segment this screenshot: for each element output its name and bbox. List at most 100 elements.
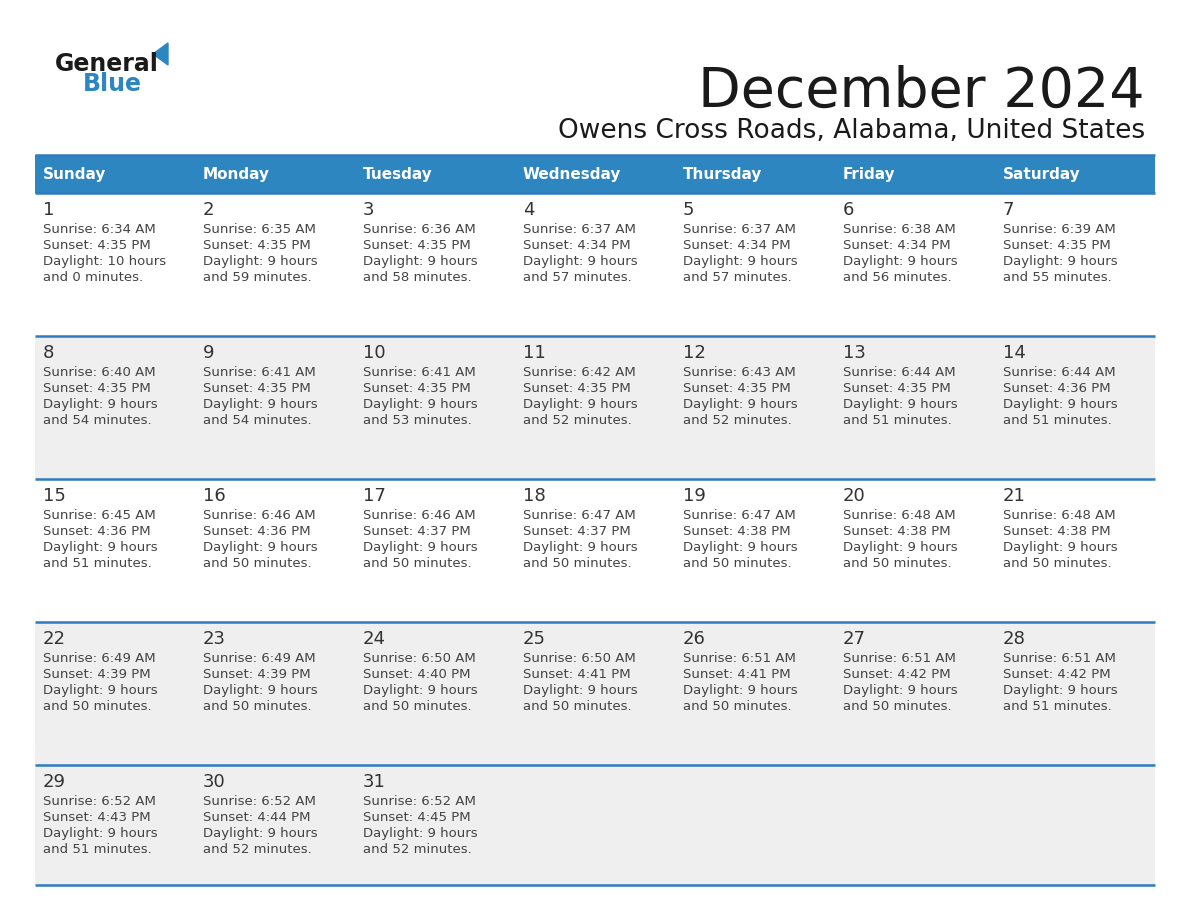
Text: Sunset: 4:43 PM: Sunset: 4:43 PM — [43, 811, 151, 824]
Text: Sunset: 4:35 PM: Sunset: 4:35 PM — [43, 382, 151, 395]
Text: Daylight: 9 hours: Daylight: 9 hours — [683, 255, 797, 268]
Text: 16: 16 — [203, 487, 226, 505]
Text: and 52 minutes.: and 52 minutes. — [203, 843, 311, 856]
Text: Daylight: 9 hours: Daylight: 9 hours — [843, 684, 958, 697]
Text: Sunset: 4:35 PM: Sunset: 4:35 PM — [203, 239, 311, 252]
Text: Sunset: 4:35 PM: Sunset: 4:35 PM — [523, 382, 631, 395]
Text: Sunset: 4:37 PM: Sunset: 4:37 PM — [364, 525, 470, 538]
Text: Sunrise: 6:49 AM: Sunrise: 6:49 AM — [203, 652, 316, 665]
Text: Saturday: Saturday — [1003, 166, 1081, 182]
Text: Daylight: 9 hours: Daylight: 9 hours — [43, 684, 158, 697]
Text: Monday: Monday — [203, 166, 270, 182]
Text: Sunrise: 6:38 AM: Sunrise: 6:38 AM — [843, 223, 956, 236]
Text: 7: 7 — [1003, 201, 1015, 219]
Text: 20: 20 — [843, 487, 866, 505]
Text: Sunrise: 6:41 AM: Sunrise: 6:41 AM — [203, 366, 316, 379]
Text: Friday: Friday — [843, 166, 896, 182]
Text: Sunrise: 6:51 AM: Sunrise: 6:51 AM — [1003, 652, 1116, 665]
Text: Daylight: 9 hours: Daylight: 9 hours — [364, 398, 478, 411]
Text: 29: 29 — [43, 773, 67, 791]
Text: 24: 24 — [364, 630, 386, 648]
Text: and 50 minutes.: and 50 minutes. — [843, 700, 952, 713]
Text: Tuesday: Tuesday — [364, 166, 432, 182]
Text: and 50 minutes.: and 50 minutes. — [523, 557, 632, 570]
Text: Sunrise: 6:44 AM: Sunrise: 6:44 AM — [843, 366, 955, 379]
Text: Daylight: 9 hours: Daylight: 9 hours — [1003, 541, 1118, 554]
Text: Sunset: 4:38 PM: Sunset: 4:38 PM — [1003, 525, 1111, 538]
Text: 1: 1 — [43, 201, 55, 219]
Text: Sunset: 4:36 PM: Sunset: 4:36 PM — [203, 525, 310, 538]
Text: Sunset: 4:35 PM: Sunset: 4:35 PM — [364, 382, 470, 395]
Text: Daylight: 9 hours: Daylight: 9 hours — [203, 541, 317, 554]
Text: and 50 minutes.: and 50 minutes. — [1003, 557, 1112, 570]
Text: Sunset: 4:35 PM: Sunset: 4:35 PM — [683, 382, 791, 395]
Text: Daylight: 9 hours: Daylight: 9 hours — [683, 398, 797, 411]
Text: Sunrise: 6:45 AM: Sunrise: 6:45 AM — [43, 509, 156, 522]
Text: and 58 minutes.: and 58 minutes. — [364, 271, 472, 284]
Text: Sunset: 4:35 PM: Sunset: 4:35 PM — [843, 382, 950, 395]
Text: Daylight: 9 hours: Daylight: 9 hours — [203, 827, 317, 840]
Text: Daylight: 9 hours: Daylight: 9 hours — [683, 684, 797, 697]
Polygon shape — [153, 43, 168, 65]
Bar — [34, 336, 1155, 479]
Text: Sunset: 4:34 PM: Sunset: 4:34 PM — [523, 239, 631, 252]
Text: Sunset: 4:35 PM: Sunset: 4:35 PM — [1003, 239, 1111, 252]
Text: 25: 25 — [523, 630, 546, 648]
Text: Sunrise: 6:42 AM: Sunrise: 6:42 AM — [523, 366, 636, 379]
Text: Owens Cross Roads, Alabama, United States: Owens Cross Roads, Alabama, United State… — [558, 118, 1145, 144]
Text: 14: 14 — [1003, 344, 1026, 362]
Text: Daylight: 9 hours: Daylight: 9 hours — [43, 827, 158, 840]
Text: Sunset: 4:39 PM: Sunset: 4:39 PM — [203, 668, 310, 681]
Text: Sunset: 4:42 PM: Sunset: 4:42 PM — [1003, 668, 1111, 681]
Text: Daylight: 9 hours: Daylight: 9 hours — [1003, 684, 1118, 697]
Text: Sunset: 4:36 PM: Sunset: 4:36 PM — [43, 525, 151, 538]
Text: 28: 28 — [1003, 630, 1026, 648]
Text: Sunrise: 6:47 AM: Sunrise: 6:47 AM — [523, 509, 636, 522]
Text: and 50 minutes.: and 50 minutes. — [203, 557, 311, 570]
Text: Sunset: 4:34 PM: Sunset: 4:34 PM — [683, 239, 791, 252]
Text: and 57 minutes.: and 57 minutes. — [683, 271, 791, 284]
Text: December 2024: December 2024 — [699, 65, 1145, 119]
Text: and 55 minutes.: and 55 minutes. — [1003, 271, 1112, 284]
Text: Sunset: 4:39 PM: Sunset: 4:39 PM — [43, 668, 151, 681]
Text: Sunrise: 6:34 AM: Sunrise: 6:34 AM — [43, 223, 156, 236]
Text: and 54 minutes.: and 54 minutes. — [203, 414, 311, 427]
Text: Sunrise: 6:37 AM: Sunrise: 6:37 AM — [683, 223, 796, 236]
Text: Sunrise: 6:52 AM: Sunrise: 6:52 AM — [203, 795, 316, 808]
Bar — [34, 765, 1155, 885]
Text: Daylight: 9 hours: Daylight: 9 hours — [364, 541, 478, 554]
Text: and 50 minutes.: and 50 minutes. — [843, 557, 952, 570]
Text: Sunday: Sunday — [43, 166, 107, 182]
Text: and 51 minutes.: and 51 minutes. — [843, 414, 952, 427]
Text: and 57 minutes.: and 57 minutes. — [523, 271, 632, 284]
Text: Daylight: 9 hours: Daylight: 9 hours — [203, 398, 317, 411]
Text: Sunrise: 6:41 AM: Sunrise: 6:41 AM — [364, 366, 475, 379]
Text: Daylight: 9 hours: Daylight: 9 hours — [843, 541, 958, 554]
Text: Daylight: 9 hours: Daylight: 9 hours — [523, 255, 638, 268]
Text: Sunset: 4:35 PM: Sunset: 4:35 PM — [203, 382, 311, 395]
Text: 4: 4 — [523, 201, 535, 219]
Text: Sunrise: 6:48 AM: Sunrise: 6:48 AM — [843, 509, 955, 522]
Text: Daylight: 9 hours: Daylight: 9 hours — [523, 398, 638, 411]
Text: and 50 minutes.: and 50 minutes. — [203, 700, 311, 713]
Text: 3: 3 — [364, 201, 374, 219]
Text: 11: 11 — [523, 344, 545, 362]
Text: Daylight: 9 hours: Daylight: 9 hours — [43, 541, 158, 554]
Text: Daylight: 9 hours: Daylight: 9 hours — [364, 827, 478, 840]
Text: Sunset: 4:35 PM: Sunset: 4:35 PM — [43, 239, 151, 252]
Text: 18: 18 — [523, 487, 545, 505]
Bar — [675, 155, 835, 193]
Text: Sunset: 4:41 PM: Sunset: 4:41 PM — [683, 668, 791, 681]
Text: 26: 26 — [683, 630, 706, 648]
Text: Daylight: 9 hours: Daylight: 9 hours — [203, 684, 317, 697]
Text: Sunrise: 6:43 AM: Sunrise: 6:43 AM — [683, 366, 796, 379]
Text: Sunset: 4:45 PM: Sunset: 4:45 PM — [364, 811, 470, 824]
Text: Sunrise: 6:37 AM: Sunrise: 6:37 AM — [523, 223, 636, 236]
Bar — [34, 193, 1155, 336]
Bar — [195, 155, 355, 193]
Bar — [34, 622, 1155, 765]
Bar — [835, 155, 996, 193]
Bar — [355, 155, 516, 193]
Text: 21: 21 — [1003, 487, 1026, 505]
Text: Daylight: 9 hours: Daylight: 9 hours — [843, 398, 958, 411]
